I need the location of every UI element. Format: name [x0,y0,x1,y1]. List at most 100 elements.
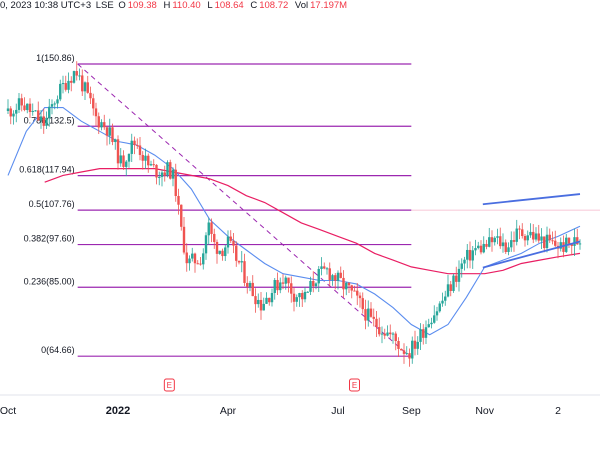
candle-body [141,154,144,161]
candle-body [171,169,175,179]
candle-body [28,103,32,113]
candle-body [435,311,439,316]
candle-body [353,290,356,292]
candle-body [331,275,334,280]
fib-level-label: 0.382(97.60) [24,234,75,244]
candle-body [235,245,238,261]
earnings-event-label: E [352,381,357,390]
candle-body [12,113,15,117]
candle-body [50,104,54,107]
x-tick-label: 2022 [106,405,130,417]
candle-body [510,240,513,248]
candle-body [224,247,227,257]
candle-body [127,153,131,162]
candle-body [81,75,84,92]
candle-body [578,243,582,245]
candle-body [273,280,276,293]
channel-layer[interactable] [482,193,581,269]
candle-body [270,292,274,303]
moving-averages [7,107,581,336]
candle-body [37,110,40,121]
candle-body [499,236,502,247]
candle-body [540,236,543,241]
candle-body [92,98,95,109]
candle-body [9,108,12,117]
candle-body [169,162,172,179]
header-date: 0, 2023 10:38 UTC+3 [0,0,92,11]
candle-body [411,340,414,359]
candle-body [188,258,191,264]
candle-body [108,127,111,136]
candle-body [537,233,540,241]
candle-body [369,308,373,317]
candle-body [144,155,147,161]
candle-body [111,127,114,143]
candle-body [163,172,166,176]
candle-body [204,235,208,254]
candle-body [86,82,89,93]
candle-body [265,297,268,304]
candle-body [562,242,565,252]
candle-body [477,245,480,249]
candle-body [394,333,397,342]
candle-body [23,105,26,111]
fast-moving-average [7,107,581,336]
candle-body [56,99,59,104]
candle-body [559,242,562,249]
candle-body [210,222,213,234]
candles [6,61,582,367]
fib-level-label: 0(64.66) [41,345,75,355]
candle-body [180,204,183,227]
candle-body [103,122,106,128]
candle-body [468,249,472,261]
candle-body [433,315,436,323]
candle-body [281,282,285,284]
candle-body [463,259,466,264]
candle-body [287,277,290,284]
fibonacci-retracement[interactable]: 1(150.86)0.786(132.5)0.618(117.94)0.5(10… [19,53,600,357]
candle-body [526,235,529,241]
candle-body [298,293,301,298]
candle-body [424,327,428,338]
candle-body [64,83,67,90]
candle-body [375,318,378,328]
candle-body [75,71,78,76]
candle-body [441,300,444,304]
candle-body [262,303,265,311]
candle-body [160,172,164,177]
ohlc-low-key: L [207,0,213,11]
candle-body [397,341,400,349]
fib-level-label: 0.236(85.00) [24,276,75,286]
candle-body [39,116,43,121]
ohlc-high-value: 110.40 [172,0,201,11]
candle-body [361,298,364,310]
ohlc-open-value: 109.38 [127,0,157,11]
x-tick-label: Nov [475,405,494,417]
candle-body [548,234,551,241]
candle-body [218,250,221,254]
candle-body [149,164,153,166]
dashed-trendline [77,63,410,357]
candle-body [545,234,549,249]
candle-body [507,247,510,252]
header-exchange: LSE [95,0,114,11]
trendline-layer[interactable] [77,63,410,357]
candle-body [320,266,323,269]
volume-value: 17.197M [310,0,348,11]
candle-body [20,98,23,106]
candle-body [185,252,188,264]
candle-body [279,282,282,291]
candle-body [26,103,29,111]
candle-body [474,248,477,251]
candle-body [292,293,296,302]
candle-body [259,299,263,311]
x-tick-label: Jul [331,405,344,417]
candle-body [251,282,254,297]
candle-body [295,297,298,302]
candle-body [196,263,199,265]
candle-body [61,83,65,85]
candle-body [147,155,150,166]
